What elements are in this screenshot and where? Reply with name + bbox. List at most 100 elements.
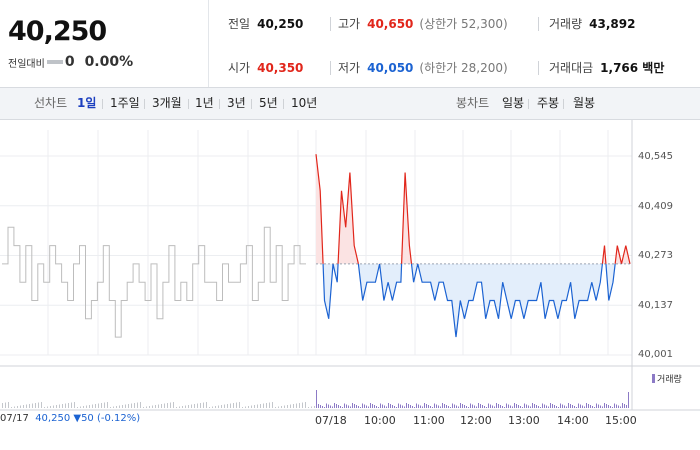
volume-bar (233, 403, 234, 408)
volume-bar (74, 402, 75, 408)
tab-1y[interactable]: 1년 (195, 96, 214, 110)
volume-bar (486, 407, 487, 408)
volume-bar (544, 404, 545, 408)
volume-bar (68, 403, 69, 408)
tab-weekly[interactable]: 주봉 (537, 96, 560, 110)
volume-bar (480, 404, 481, 408)
change-label: 전일대비 (8, 58, 45, 70)
volume-bar (370, 403, 371, 408)
volume-bar (362, 403, 363, 408)
volume-bar (278, 406, 279, 408)
volume-bar (496, 403, 497, 408)
volume-bar (410, 405, 411, 408)
volume-bar (466, 406, 467, 408)
volume-bar (179, 406, 180, 408)
volume-bar (406, 403, 407, 408)
volume-bar (554, 405, 555, 408)
divider (538, 17, 539, 31)
volume-bar (472, 404, 473, 408)
volume-bar (570, 404, 571, 408)
volume-bar (116, 406, 117, 408)
volume-bar (542, 403, 543, 408)
volume-bar (464, 405, 465, 408)
volume-bar (266, 403, 267, 408)
volume-bar (77, 407, 78, 408)
current-price-box: 40,250 전일대비 0 0.00% (0, 0, 209, 87)
prev-day-line (2, 226, 306, 338)
tab-1d[interactable]: 1일 (77, 96, 97, 110)
tab-10y[interactable]: 10년 (291, 96, 318, 110)
volume-bar (305, 402, 306, 408)
volume-bar (56, 405, 57, 408)
volume-bar (546, 405, 547, 408)
volume-bar (430, 406, 431, 408)
volume-bar (224, 404, 225, 408)
volume-bar (92, 404, 93, 408)
volume-bar (614, 403, 615, 408)
volume-bar (572, 405, 573, 408)
volume-bar (442, 403, 443, 408)
volume-bar (450, 407, 451, 408)
tab-daily[interactable]: 일봉 (502, 96, 525, 110)
volume-bar (454, 404, 455, 408)
volume-label: 거래량 (549, 17, 583, 31)
volume-bar (488, 403, 489, 408)
x-tick: 14:00 (557, 414, 589, 427)
footer-change: ▼50 (73, 413, 94, 424)
footer-price: 40,250 (35, 413, 71, 424)
volume-bar (428, 405, 429, 408)
x-tick: 10:00 (364, 414, 396, 427)
volume-bar (528, 405, 529, 408)
volume-bar (206, 402, 207, 408)
tab-5y[interactable]: 5년 (259, 96, 278, 110)
footer-pct: (-0.12%) (96, 413, 141, 424)
volume-bar (426, 404, 427, 408)
volume-bar (140, 402, 141, 408)
volume-bar (293, 404, 294, 408)
volume-bar (438, 405, 439, 408)
volume-bar (161, 404, 162, 408)
x-tick: 11:00 (413, 414, 445, 427)
volume-bar (418, 404, 419, 408)
change-value: 0 (64, 54, 75, 70)
tab-1w[interactable]: 1주일 (110, 96, 140, 110)
high-value: 40,650 (367, 16, 414, 31)
volume-bar (346, 404, 347, 408)
volume-legend-label: 거래량 (657, 375, 682, 385)
trade-amount: 거래대금 1,766 백만 (549, 59, 664, 76)
volume-bar (500, 405, 501, 408)
volume-bar (408, 404, 409, 408)
volume-bar (608, 405, 609, 408)
today-line-up (315, 154, 631, 264)
volume-bar (584, 406, 585, 408)
volume-bar (506, 403, 507, 408)
candle-chart-label: 봉차트 (456, 96, 490, 110)
volume-bar (23, 405, 24, 408)
volume-bar (29, 404, 30, 408)
volume-bar (606, 404, 607, 408)
volume-bar (336, 404, 337, 408)
tab-monthly[interactable]: 월봉 (573, 96, 596, 110)
divider (251, 99, 252, 109)
volume-bar (380, 403, 381, 408)
volume-bar (326, 403, 327, 408)
volume-bar (242, 407, 243, 408)
volume-bar (50, 406, 51, 408)
volume-bar (416, 403, 417, 408)
volume-bar (14, 406, 15, 408)
volume-bar (200, 403, 201, 408)
volume-bar (444, 404, 445, 408)
volume-bar (227, 404, 228, 408)
volume-bar (98, 403, 99, 408)
tab-3y[interactable]: 3년 (227, 96, 246, 110)
volume-bar (540, 407, 541, 408)
volume-bar (316, 390, 317, 408)
volume-bar (432, 407, 433, 408)
volume-bar (598, 404, 599, 408)
divider (283, 99, 284, 109)
tab-3m[interactable]: 3개월 (152, 96, 182, 110)
x-tick: 13:00 (508, 414, 540, 427)
volume-bar (302, 402, 303, 408)
volume-bar (311, 406, 312, 408)
upper-limit: (상한가 52,300) (419, 17, 508, 31)
